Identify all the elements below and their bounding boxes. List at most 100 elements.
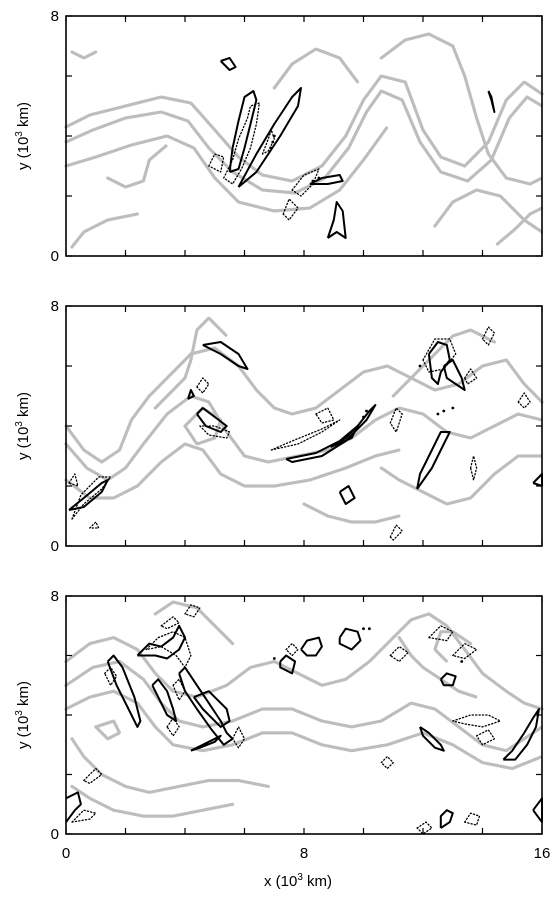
gray-streak [70,50,98,60]
dotted-contour [196,377,210,394]
dotted-contour [389,645,409,663]
solid-contour [190,734,222,752]
dotted-contour [282,198,299,221]
solid-contour [300,636,323,657]
gray-streak [64,659,544,753]
solid-contour [187,389,195,400]
contour-dot [317,176,321,180]
gray-streak [70,784,235,818]
y-tick-label: 0 [51,538,59,555]
dotted-contour [464,368,478,385]
solid-contour [338,627,362,651]
dotted-contour [464,812,481,826]
dotted-contour [160,616,180,630]
dotted-contour [270,419,341,451]
dotted-contour [469,455,478,481]
gray-streak [64,74,544,183]
dotted-contour [416,821,433,835]
dotted-contour [315,407,335,424]
dotted-contour [475,729,496,746]
gray-streak [153,600,235,646]
y-tick-label: 0 [51,248,59,265]
gray-streak [379,32,544,186]
x-tick-label: 0 [62,845,70,862]
contour-dot [368,627,371,631]
y-axis-label: y (103 km) [14,392,32,460]
gray-streak [94,719,122,741]
gray-streak [302,502,401,524]
panel-middle: 0 8 y (103 km) [14,298,544,555]
solid-contour [193,690,231,728]
solid-contour [338,485,356,505]
dotted-contour [166,717,180,737]
solid-contour [65,791,82,823]
y-axis-label: y (103 km) [14,102,32,170]
solid-contour [219,57,237,71]
contour-dot [272,657,276,660]
gray-streak [64,125,389,213]
dotted-contour [104,666,118,686]
dotted-contour [208,153,225,173]
solid-contour [416,431,451,490]
gray-streak [64,346,544,464]
contour-dot [269,146,273,150]
dotted-contour [145,631,192,669]
gray-streak [153,316,229,410]
y-axis-label: y (103 km) [14,681,32,749]
gray-streak [64,394,544,482]
gray-streak [397,635,479,699]
gray-streak [433,630,473,664]
dotted-contour [231,726,246,749]
solid-contour [309,174,344,185]
solid-contour [237,87,302,188]
dotted-contour [261,129,275,155]
solid-contour [487,90,496,113]
dotted-contour [71,809,97,823]
solid-contour [326,201,347,239]
contour-dot [272,134,276,138]
solid-contour [442,359,466,391]
gray-streak [379,454,544,506]
gray-streak [391,328,496,398]
y-tick-label: 8 [51,8,59,25]
solid-contour [151,678,178,722]
contour-dot [311,179,315,183]
dotted-contour [389,524,403,541]
solid-contour [532,473,543,487]
panel-frame [65,305,543,547]
dotted-contour [172,678,186,701]
solid-contour [532,797,543,824]
panel-bottom: 0 8 y (103 km) 0 8 16 x (103 km) [14,588,550,890]
gray-streak [70,212,139,249]
dotted-contour [452,714,501,728]
contour-dot [460,660,464,663]
dotted-contour [199,425,231,439]
dotted-contour [223,102,261,185]
solid-contour [196,407,228,433]
solid-contour [439,809,454,829]
dotted-contour [89,521,100,529]
solid-contour [202,341,249,370]
contour-dot [362,415,365,419]
gray-streak [70,737,270,795]
y-tick-label: 8 [51,588,59,605]
solid-contour [178,666,234,746]
dotted-contour [285,642,299,657]
solid-contour [285,404,377,463]
dotted-contour [380,755,394,770]
contour-dot [451,406,455,410]
contour-dot [436,412,440,416]
gray-streak [64,442,401,500]
dotted-contour [517,392,531,409]
dotted-contour [428,625,454,642]
gray-streak [272,47,360,90]
solid-contour [439,672,457,687]
solid-contour [419,726,445,752]
dotted-contour [184,604,201,618]
contour-dot [362,627,365,631]
contour-dot [442,409,446,413]
solid-contour [330,425,359,448]
gray-streak [64,612,544,711]
solid-contour [136,624,186,660]
